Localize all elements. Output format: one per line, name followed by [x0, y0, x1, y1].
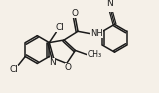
- Text: CH₃: CH₃: [87, 50, 102, 59]
- Text: O: O: [71, 9, 78, 18]
- Text: Cl: Cl: [10, 65, 18, 74]
- Text: NH: NH: [90, 29, 103, 38]
- Text: N: N: [106, 0, 113, 8]
- Text: N: N: [49, 58, 56, 67]
- Text: O: O: [65, 63, 72, 72]
- Text: Cl: Cl: [55, 23, 64, 32]
